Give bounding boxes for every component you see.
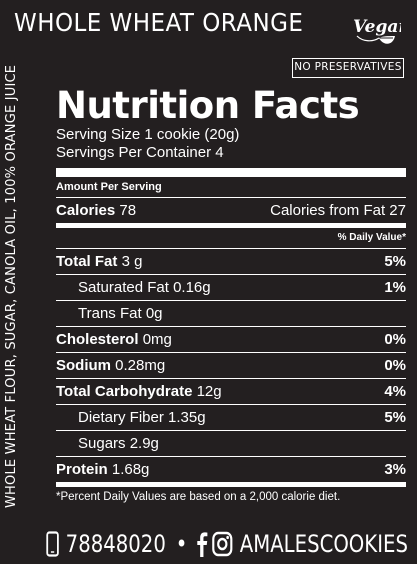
product-title: WHOLE WHEAT ORANGE [14, 8, 304, 37]
nutrient-percent: 0% [384, 331, 406, 348]
nutrient-amount: 12g [196, 383, 222, 400]
servings-per-container: Servings Per Container 4 [56, 144, 224, 161]
nutrient-amount: 0mg [142, 331, 172, 348]
instagram-icon [212, 531, 233, 557]
nutrient-label: Saturated Fat [78, 279, 169, 296]
nutrient-row-dietary-fiber: Dietary Fiber 1.35g 5% [56, 405, 406, 431]
calories-value: 78 [119, 202, 137, 219]
calories-row: Calories 78 Calories from Fat 27 [56, 198, 406, 223]
nutrient-label: Cholesterol [56, 331, 139, 348]
nutrient-row-sugars: Sugars 2.9g [56, 431, 406, 457]
nutrient-percent: 3% [384, 461, 406, 478]
calories-label: Calories [56, 202, 116, 219]
nutrient-amount: 0g [145, 305, 163, 322]
calories-from-fat: Calories from Fat 27 [270, 202, 406, 219]
divider-thick [56, 168, 406, 177]
nutrient-row-protein: Protein 1.68g 3% [56, 457, 406, 482]
serving-size: Serving Size 1 cookie (20g) [56, 126, 240, 143]
nutrient-row-cholesterol: Cholesterol 0mg 0% [56, 327, 406, 353]
social-handle: AMALESCOOKIES [239, 530, 408, 558]
separator-dot: • [175, 530, 188, 558]
divider [56, 197, 406, 198]
nutrient-percent: 4% [384, 383, 406, 400]
nutrient-amount: 3 g [121, 253, 143, 270]
facebook-icon [197, 532, 208, 557]
vegan-badge-logo: Vegan [353, 17, 401, 44]
nutrient-row-saturated-fat: Saturated Fat 0.16g 1% [56, 275, 406, 301]
phone-number: 78848020 [65, 530, 166, 558]
nutrient-percent: 5% [384, 409, 406, 426]
nutrient-amount: 2.9g [129, 435, 159, 452]
daily-value-header: % Daily Value* [56, 228, 406, 249]
nutrient-percent: 5% [384, 253, 406, 270]
nutrient-row-sodium: Sodium 0.28mg 0% [56, 353, 406, 379]
divider-medium [56, 223, 406, 228]
nutrient-amount: 0.16g [173, 279, 211, 296]
nutrient-row-trans-fat: Trans Fat 0g [56, 301, 406, 327]
contact-line: 78848020 • AMALESCOOKIES [46, 530, 408, 558]
nutrient-percent: 1% [384, 279, 406, 296]
nutrient-label: Total Fat [56, 253, 118, 270]
nutrient-label: Total Carbohydrate [56, 383, 193, 400]
nutrient-amount: 1.68g [111, 461, 150, 478]
phone-icon [46, 531, 59, 557]
divider-medium [56, 482, 406, 487]
nutrient-percent: 0% [384, 357, 406, 374]
nutrient-label: Trans Fat [78, 305, 142, 322]
amount-per-serving: Amount Per Serving [56, 181, 162, 193]
nutrition-facts-panel: Nutrition Facts Serving Size 1 cookie (2… [56, 86, 406, 503]
nutrient-label: Sodium [56, 357, 111, 374]
nutrient-amount: 1.35g [168, 409, 206, 426]
nutrient-row-total-fat: Total Fat 3 g 5% [56, 249, 406, 275]
svg-text:Vegan: Vegan [353, 17, 401, 37]
nutrient-label: Dietary Fiber [78, 409, 164, 426]
nutrition-facts-heading: Nutrition Facts [56, 84, 360, 127]
daily-value-footnote: *Percent Daily Values are based on a 2,0… [56, 491, 341, 503]
ingredients-list: WHOLE WHEAT FLOUR, SUGAR, CANOLA OIL, 10… [4, 64, 19, 508]
nutrient-label: Protein [56, 461, 108, 478]
nutrient-amount: 0.28mg [115, 357, 166, 374]
nutrient-label: Sugars [78, 435, 126, 452]
nutrient-row-total-carbohydrate: Total Carbohydrate 12g 4% [56, 379, 406, 405]
no-preservatives-badge: NO PRESERVATIVES [292, 58, 404, 78]
